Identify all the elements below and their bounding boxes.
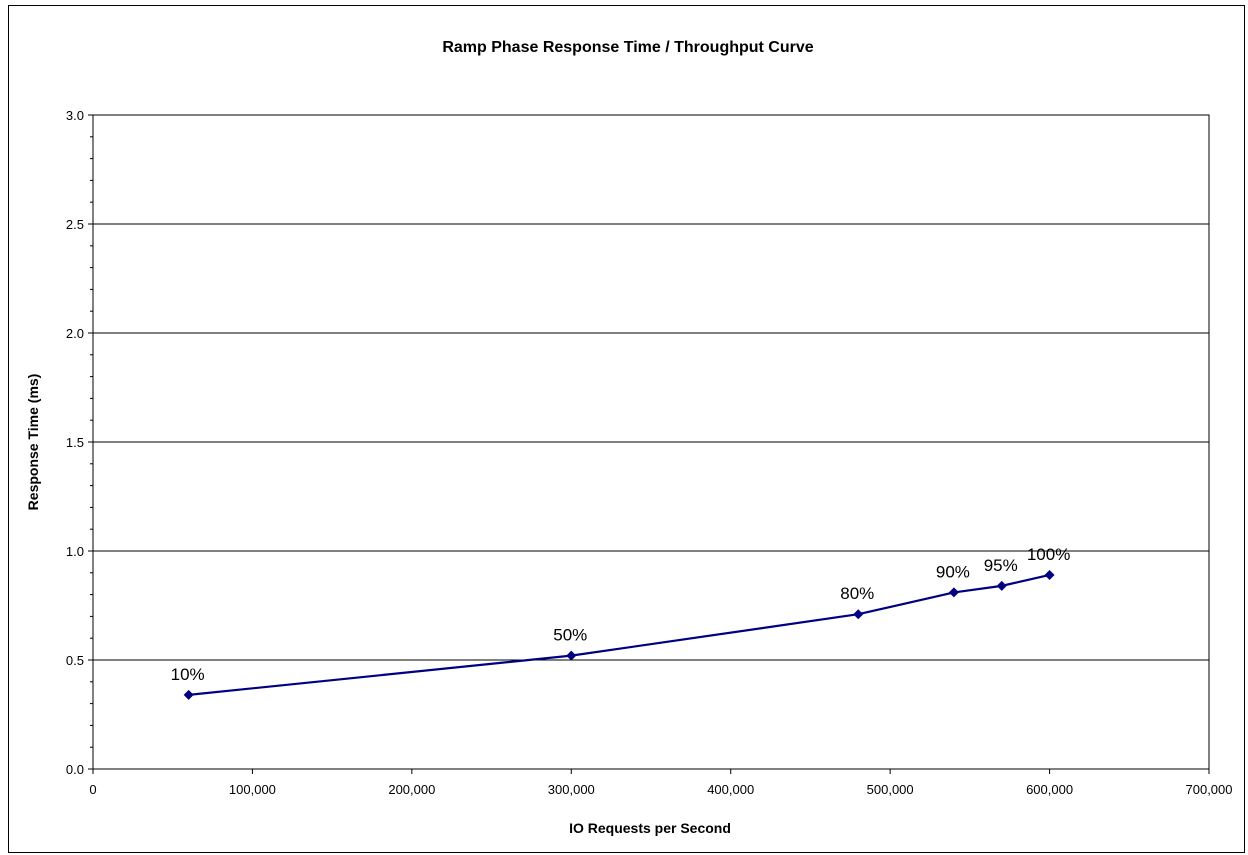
data-point (948, 587, 959, 598)
data-point (566, 650, 577, 661)
y-tick-label: 0.5 (66, 653, 84, 668)
chart-title: Ramp Phase Response Time / Throughput Cu… (442, 39, 813, 56)
data-label: 50% (553, 626, 587, 645)
x-tick-label: 300,000 (548, 782, 595, 797)
series-layer: 10% 50% 80% 90% 95% 100% (171, 545, 1070, 700)
data-point (996, 580, 1007, 591)
data-label: 100% (1027, 545, 1070, 564)
data-point (853, 609, 864, 620)
x-tick-label: 100,000 (229, 782, 276, 797)
x-tick-label: 200,000 (388, 782, 435, 797)
x-tick-label: 0 (89, 782, 96, 797)
x-tick-label: 600,000 (1026, 782, 1073, 797)
x-tick-label: 500,000 (867, 782, 914, 797)
y-tick-label: 2.5 (66, 217, 84, 232)
x-tick-label: 700,000 (1186, 782, 1233, 797)
y-tick-label: 0.0 (66, 762, 84, 777)
data-label: 80% (840, 584, 874, 603)
x-axis-ticks: 0 100,000 200,000 300,000 400,000 500,000 600,… (89, 769, 1233, 797)
y-tick-label: 2.0 (66, 326, 84, 341)
x-axis-title: IO Requests per Second (569, 820, 731, 836)
data-point (1044, 569, 1055, 580)
data-label: 95% (984, 556, 1018, 575)
y-axis-ticks: 0.0 0.5 1.0 1.5 2.0 2.5 3.0 (66, 108, 93, 777)
data-label: 90% (936, 562, 970, 581)
y-tick-label: 1.0 (66, 544, 84, 559)
y-axis-title: Response Time (ms) (25, 374, 41, 511)
x-tick-label: 400,000 (707, 782, 754, 797)
series-line (188, 573, 1050, 696)
y-tick-label: 3.0 (66, 108, 84, 123)
y-tick-label: 1.5 (66, 435, 84, 450)
chart-frame (8, 5, 1245, 853)
gridlines (93, 223, 1209, 661)
data-label: 10% (171, 665, 205, 684)
data-point (183, 689, 194, 700)
